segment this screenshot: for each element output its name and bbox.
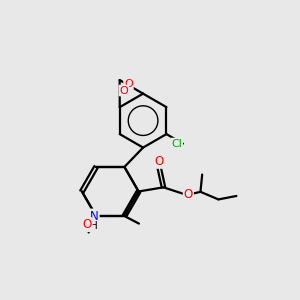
Text: O: O (184, 188, 193, 201)
Text: N: N (90, 209, 99, 223)
Text: H: H (91, 221, 98, 231)
Text: O: O (155, 155, 164, 168)
Text: O: O (124, 80, 133, 89)
Text: O: O (82, 218, 92, 231)
Text: O: O (119, 85, 128, 95)
Text: Cl: Cl (171, 139, 182, 148)
